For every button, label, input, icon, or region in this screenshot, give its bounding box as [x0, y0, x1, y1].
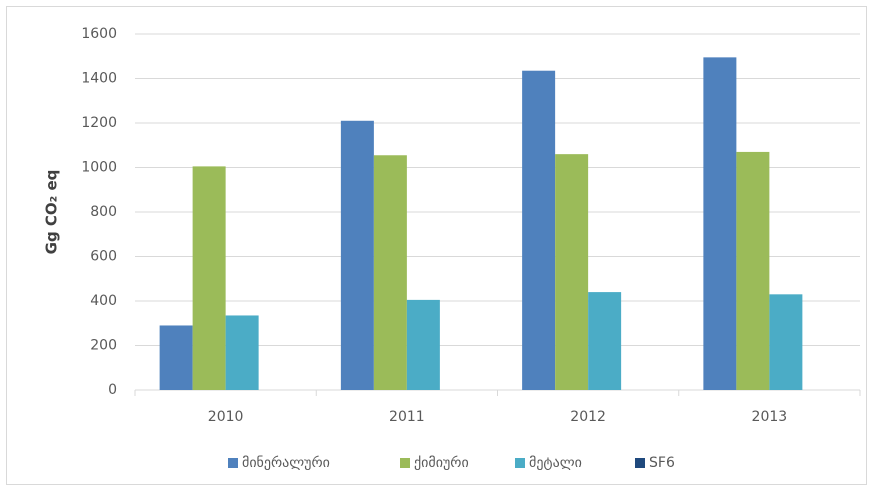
legend-label: ქიმიური: [414, 454, 469, 471]
bar: [225, 315, 259, 390]
bar: [159, 325, 193, 390]
legend-label: მეტალი: [529, 455, 582, 471]
x-tick-label: 2010: [208, 409, 244, 425]
y-tick-label: 800: [90, 204, 117, 220]
y-axis-label: Gg CO₂ eq: [43, 170, 61, 255]
y-tick-label: 1400: [81, 71, 117, 87]
legend-label: მინერალური: [242, 454, 330, 471]
bar: [588, 292, 622, 390]
y-tick-label: 1000: [81, 160, 117, 176]
x-tick-label: 2011: [389, 409, 425, 425]
bar: [736, 151, 770, 390]
bar: [555, 154, 589, 390]
legend-marker: [228, 458, 238, 468]
bar: [192, 166, 226, 390]
bar: [703, 57, 737, 391]
bar: [522, 70, 556, 391]
x-tick-label: 2013: [752, 409, 788, 425]
x-tick-label: 2012: [570, 409, 606, 425]
bar: [373, 155, 407, 390]
y-tick-label: 0: [108, 382, 117, 398]
y-tick-label: 600: [90, 249, 117, 265]
y-tick-label: 1600: [81, 26, 117, 42]
legend-marker: [400, 458, 410, 468]
legend-label: SF6: [649, 455, 675, 471]
y-tick-label: 200: [90, 338, 117, 354]
legend-marker: [515, 458, 525, 468]
bar: [769, 294, 803, 390]
bar: [340, 120, 374, 391]
y-tick-label: 400: [90, 293, 117, 309]
legend-marker: [635, 458, 645, 468]
y-tick-label: 1200: [81, 115, 117, 131]
bar: [406, 299, 440, 390]
